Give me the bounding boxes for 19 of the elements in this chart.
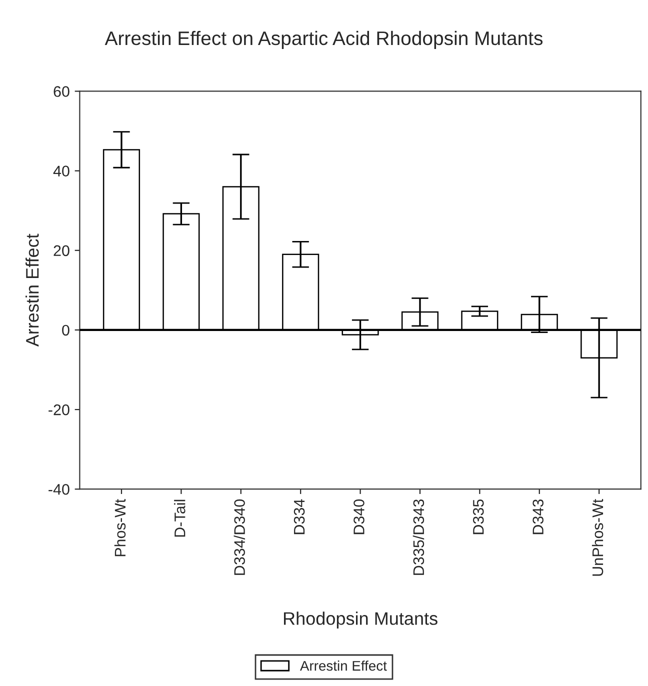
y-tick-label: 0 <box>62 324 70 336</box>
y-tick-label: -40 <box>48 484 70 495</box>
x-tick-label: D343 <box>532 500 544 534</box>
legend-label: Arrestin Effect <box>300 660 387 671</box>
x-tick-label: UnPhos-Wt <box>592 498 604 576</box>
y-axis-title: Arrestin Effect <box>26 234 39 347</box>
x-tick-label: D334 <box>294 499 305 534</box>
x-tick-label: D334/D340 <box>234 499 245 575</box>
y-tick-label: 20 <box>54 245 70 256</box>
x-tick-label: D335/D343 <box>412 500 424 575</box>
x-tick-label: D340 <box>354 499 364 534</box>
y-tick-label: -20 <box>48 404 70 416</box>
x-axis-title: Rhodopsin Mutants <box>284 612 438 628</box>
x-tick-label: D335 <box>472 499 484 534</box>
x-tick-label: Phos-Wt <box>114 498 126 556</box>
y-tick-label: 60 <box>54 86 70 97</box>
x-tick-label: D-Tail <box>174 500 186 537</box>
y-tick-label: 40 <box>53 166 70 176</box>
chart-title: Arrestin Effect on Aspartic Acid Rhodopsin Mutants <box>104 30 543 49</box>
